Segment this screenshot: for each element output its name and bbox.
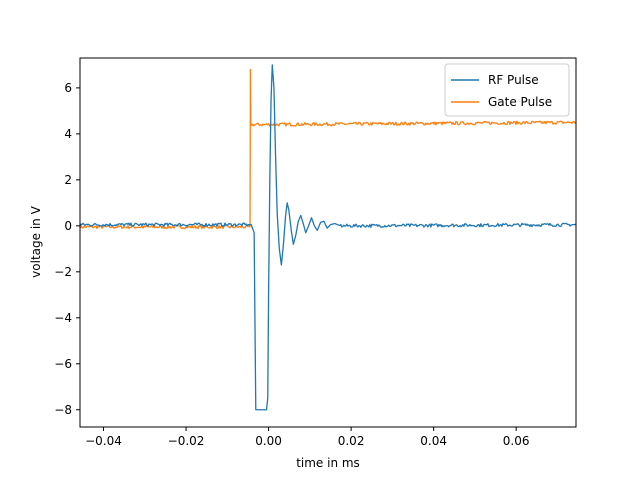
y-tick-label: −4 — [54, 311, 72, 325]
x-tick-label: 0.02 — [338, 434, 365, 448]
axes-frame — [79, 57, 577, 428]
y-tick-label: 0 — [64, 219, 72, 233]
x-axis-label: time in ms — [296, 456, 360, 470]
x-axis: −0.04 −0.02 0.00 0.02 0.04 0.06 — [85, 427, 530, 448]
y-axis: −8 −6 −4 −2 0 2 4 6 — [54, 81, 80, 417]
y-tick-label: 6 — [64, 81, 72, 95]
legend-label: RF Pulse — [488, 73, 539, 87]
legend-label: Gate Pulse — [488, 95, 552, 109]
series-line-gate-pulse — [80, 68, 576, 230]
legend-box — [444, 63, 570, 117]
y-tick-label: −2 — [54, 265, 72, 279]
legend: RF Pulse Gate Pulse — [444, 63, 570, 117]
x-tick-label: 0.06 — [503, 434, 530, 448]
y-tick-label: −6 — [54, 357, 72, 371]
x-tick-label: 0.00 — [255, 434, 282, 448]
x-tick-label: 0.04 — [420, 434, 447, 448]
series-layer — [80, 64, 576, 411]
y-tick-label: 4 — [64, 127, 72, 141]
y-tick-label: 2 — [64, 173, 72, 187]
x-tick-label: −0.02 — [168, 434, 205, 448]
x-tick-label: −0.04 — [85, 434, 122, 448]
y-axis-label: voltage in V — [29, 205, 43, 277]
y-tick-label: −8 — [54, 403, 72, 417]
series-line-rf-pulse — [80, 64, 576, 411]
